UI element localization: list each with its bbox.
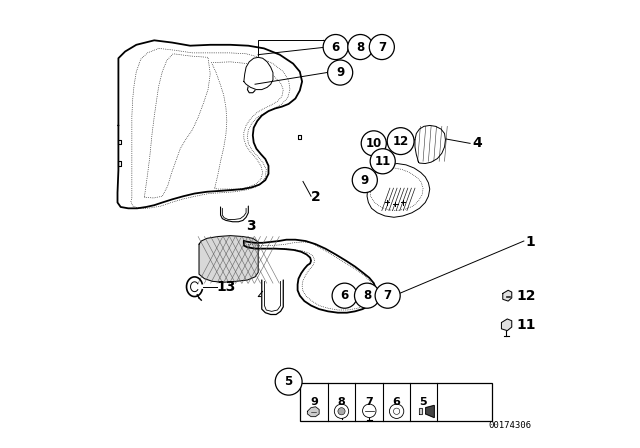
Text: 9: 9	[361, 173, 369, 187]
Text: 7: 7	[378, 40, 386, 54]
Polygon shape	[419, 408, 422, 414]
Text: 7: 7	[365, 397, 372, 407]
Text: 11: 11	[374, 155, 391, 168]
Bar	[300, 383, 493, 421]
Circle shape	[361, 131, 387, 156]
Text: 12: 12	[516, 289, 536, 303]
Text: 6: 6	[392, 397, 400, 407]
Polygon shape	[503, 290, 512, 301]
Text: 2: 2	[310, 190, 321, 204]
Circle shape	[394, 408, 400, 414]
Text: 6: 6	[340, 289, 349, 302]
Circle shape	[334, 404, 349, 418]
Circle shape	[328, 60, 353, 85]
Circle shape	[275, 368, 302, 395]
Text: 12: 12	[392, 134, 409, 148]
Text: 6: 6	[332, 40, 340, 54]
Text: 3: 3	[246, 219, 255, 233]
Polygon shape	[426, 405, 435, 418]
Text: 7: 7	[383, 289, 392, 302]
Text: 1: 1	[525, 235, 536, 249]
Circle shape	[362, 404, 376, 418]
Circle shape	[387, 128, 414, 155]
Circle shape	[332, 283, 357, 308]
Text: 11: 11	[516, 318, 536, 332]
Text: 8: 8	[363, 289, 371, 302]
Text: 4: 4	[472, 136, 482, 151]
Text: 8: 8	[338, 397, 346, 407]
Polygon shape	[199, 236, 258, 282]
Polygon shape	[367, 164, 430, 217]
Circle shape	[323, 34, 348, 60]
Circle shape	[355, 283, 380, 308]
Text: 10: 10	[365, 137, 382, 150]
Polygon shape	[244, 57, 273, 90]
Circle shape	[370, 149, 396, 174]
Circle shape	[369, 34, 394, 60]
Text: 13: 13	[216, 280, 236, 294]
Text: 5: 5	[420, 397, 428, 407]
Circle shape	[348, 34, 373, 60]
Text: 8: 8	[356, 40, 364, 54]
Polygon shape	[118, 40, 302, 208]
Polygon shape	[415, 125, 445, 164]
Circle shape	[338, 408, 345, 415]
Text: 9: 9	[310, 397, 319, 407]
Circle shape	[352, 168, 378, 193]
Text: 5: 5	[285, 375, 292, 388]
Polygon shape	[502, 319, 512, 331]
Text: 00174306: 00174306	[488, 421, 531, 430]
Polygon shape	[244, 240, 376, 313]
Circle shape	[375, 283, 400, 308]
Polygon shape	[307, 407, 319, 417]
Circle shape	[389, 404, 404, 418]
Text: 9: 9	[336, 66, 344, 79]
